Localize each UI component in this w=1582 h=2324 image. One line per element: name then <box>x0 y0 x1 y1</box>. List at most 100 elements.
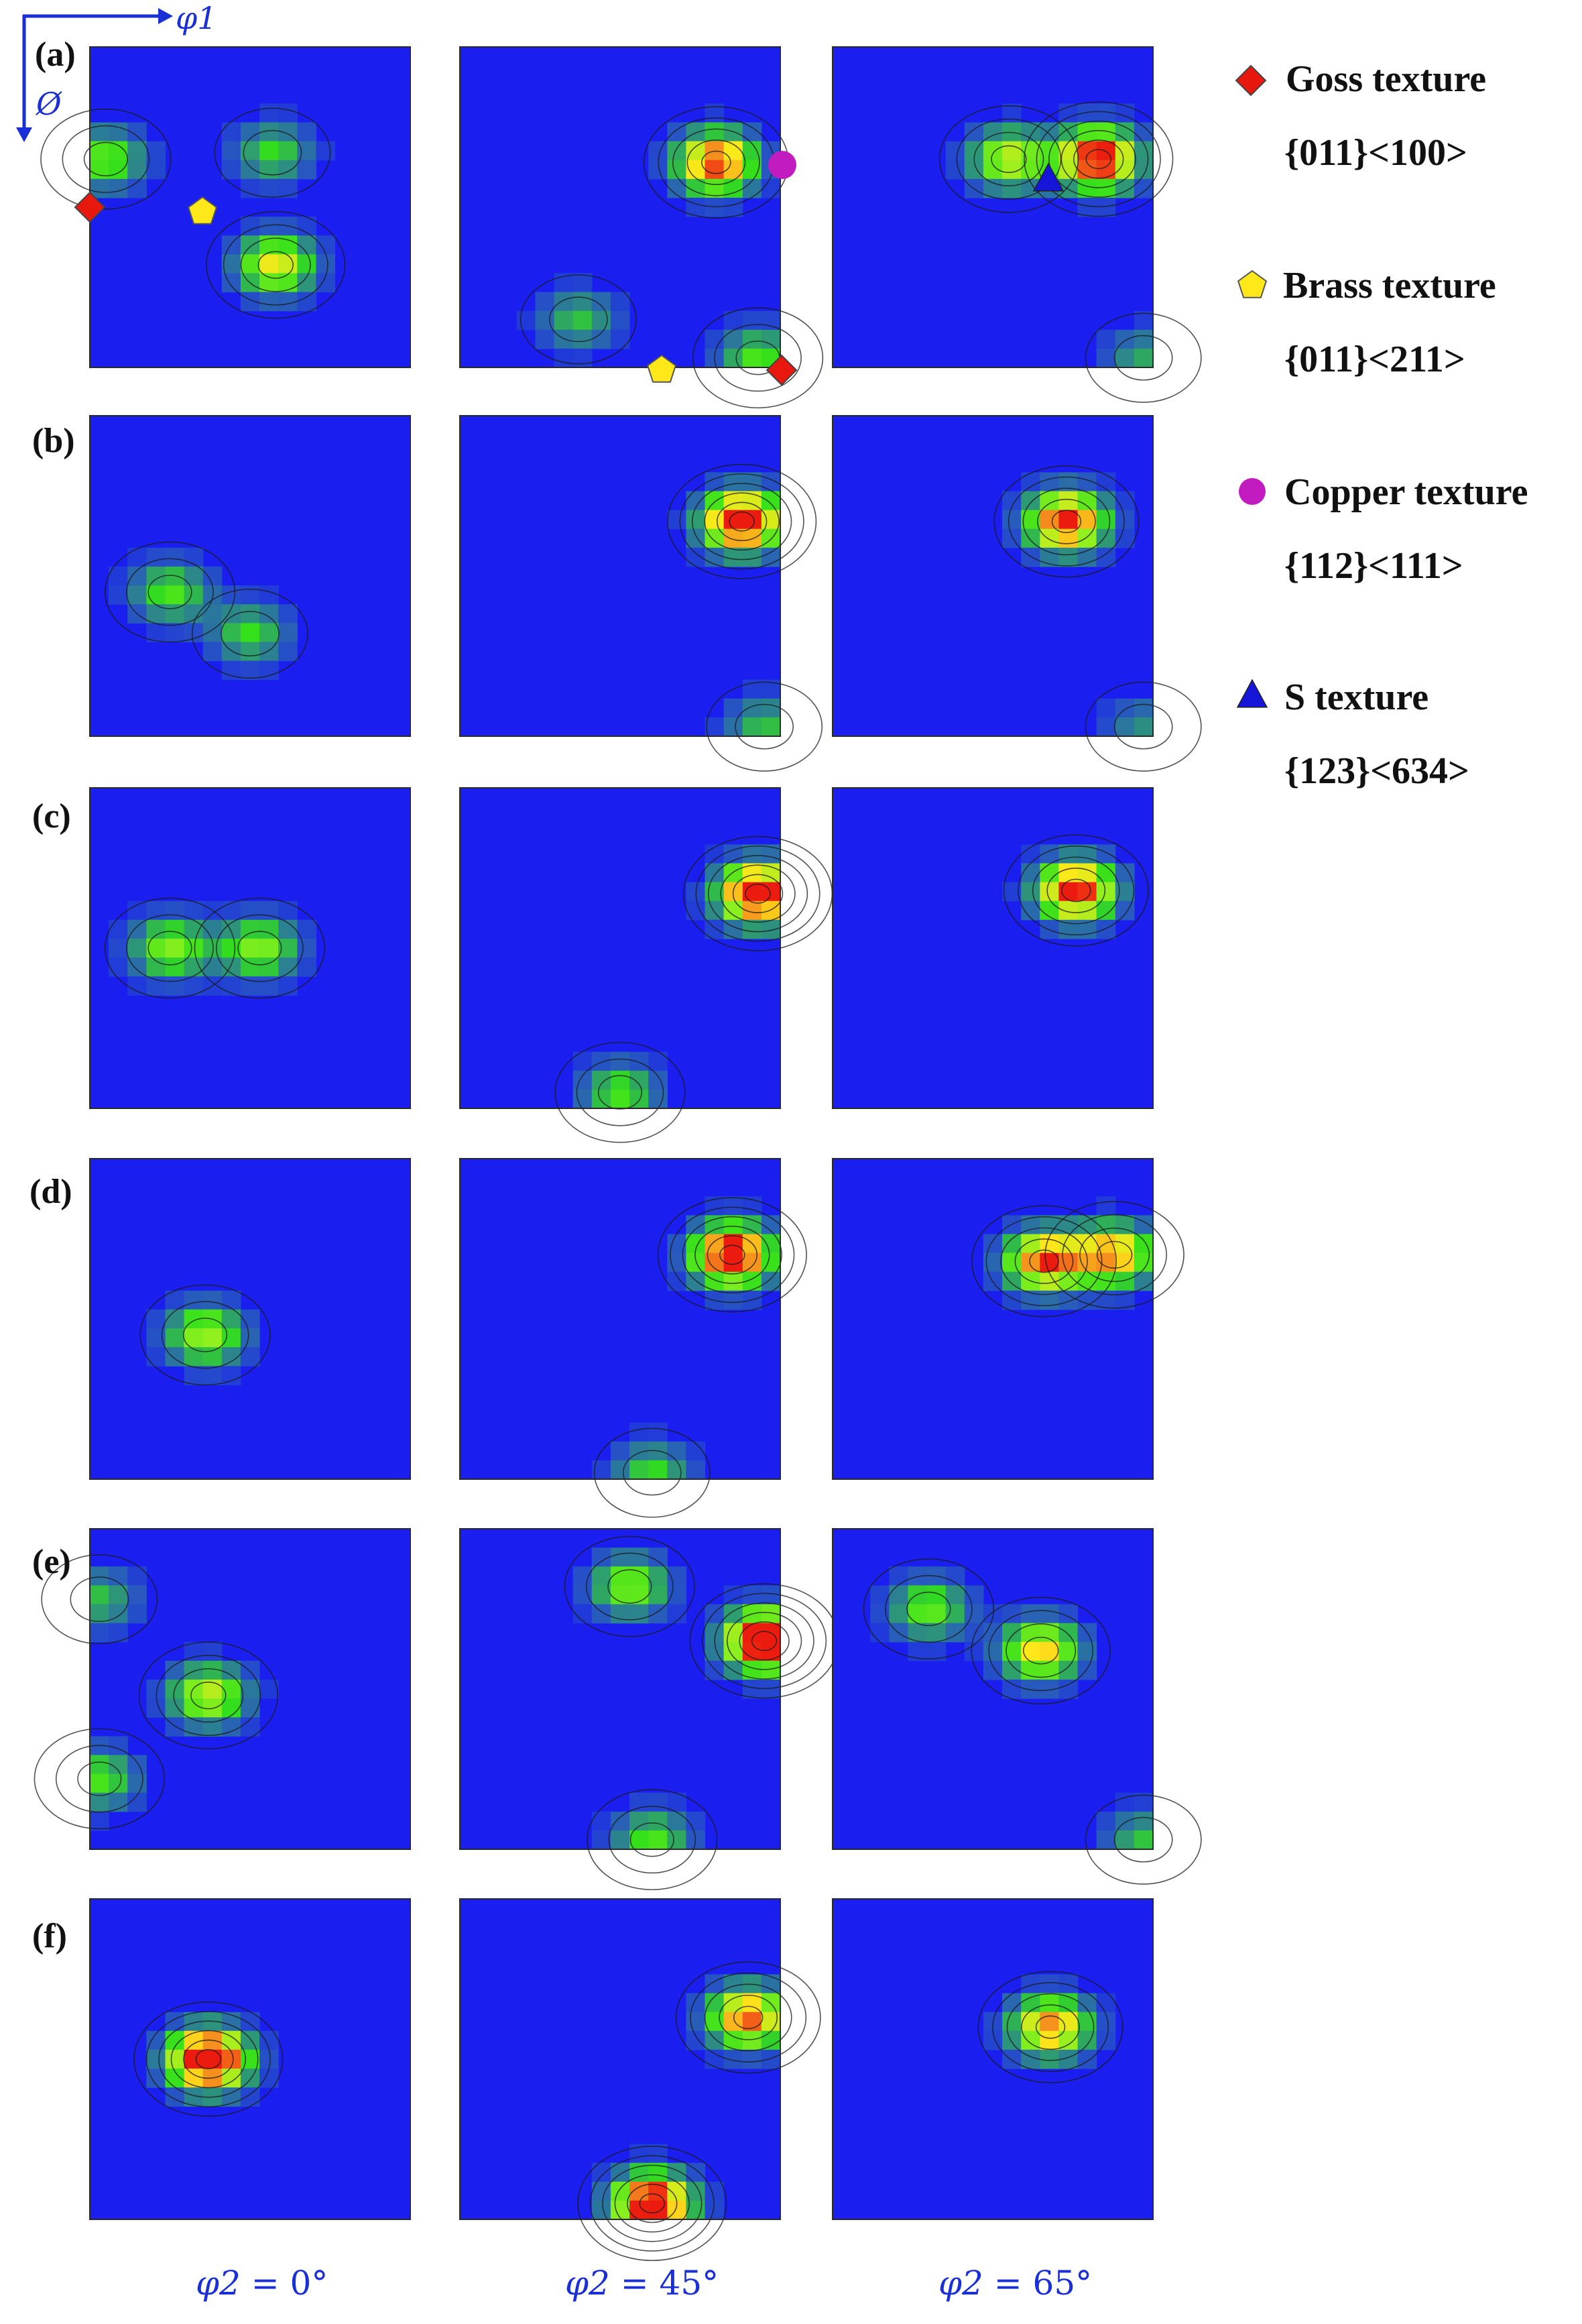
contour-line <box>992 1982 1109 2073</box>
intensity-cell <box>1040 863 1059 883</box>
intensity-cell <box>1096 844 1116 864</box>
panel-background <box>90 47 410 367</box>
intensity-cell <box>278 976 298 996</box>
intensity-cell <box>761 698 781 718</box>
intensity-cell <box>221 141 241 161</box>
contour-line <box>629 1822 674 1857</box>
intensity-cell <box>240 2030 260 2050</box>
intensity-cell <box>202 1641 223 1662</box>
contour-line <box>1085 312 1202 403</box>
contour-line <box>670 1206 795 1303</box>
intensity-cell <box>572 1089 593 1109</box>
intensity-cell <box>259 919 279 939</box>
contour-line <box>985 1216 1103 1307</box>
intensity-cell <box>1096 717 1116 737</box>
intensity-cell <box>1040 2049 1059 2069</box>
intensity-cell <box>686 1811 706 1831</box>
contour-line <box>1032 856 1120 925</box>
contour-line <box>1022 1636 1059 1665</box>
contour-line <box>587 1789 718 1891</box>
odf-panel-b-1 <box>89 415 411 737</box>
panel-border <box>459 1898 781 2220</box>
intensity-cell <box>648 1422 668 1442</box>
panel-background <box>460 416 780 736</box>
intensity-cell <box>184 1366 204 1385</box>
intensity-cell <box>1040 1604 1059 1624</box>
intensity-cell <box>127 919 147 939</box>
intensity-cell <box>184 1717 204 1737</box>
intensity-cell <box>240 292 260 312</box>
column-caption-phi2-65: φ2 = 65° <box>938 2264 1093 2303</box>
intensity-cell <box>761 472 781 492</box>
panel-border <box>459 415 781 737</box>
contour-line <box>672 128 760 196</box>
intensity-cell <box>90 1755 109 1775</box>
contour-line <box>83 141 128 177</box>
intensity-cell <box>259 938 279 958</box>
intensity-cell <box>240 938 260 958</box>
intensity-cell <box>259 141 279 161</box>
intensity-cell <box>686 2030 706 2050</box>
intensity-cell <box>1021 2012 1040 2032</box>
intensity-cell <box>165 604 185 624</box>
contour-line <box>735 703 794 750</box>
intensity-cell <box>90 141 109 161</box>
intensity-cell <box>278 254 298 274</box>
intensity-cell <box>1058 1623 1079 1643</box>
contour-line <box>577 2146 727 2262</box>
intensity-cell <box>146 585 166 605</box>
odf-panel-b-3 <box>832 415 1202 772</box>
intensity-cell <box>1021 1234 1040 1254</box>
intensity-cell <box>127 1585 147 1605</box>
intensity-cell <box>1021 1993 1040 2013</box>
intensity-cell <box>278 103 298 123</box>
intensity-cell <box>761 1660 781 1680</box>
intensity-cell <box>146 919 166 939</box>
intensity-cell <box>259 2069 279 2088</box>
contour-line <box>1022 487 1111 556</box>
intensity-cell <box>259 642 279 662</box>
intensity-cell <box>983 141 1003 161</box>
contour-line <box>104 541 236 643</box>
intensity-cell <box>1115 510 1135 530</box>
intensity-cell <box>221 1679 241 1699</box>
intensity-cell <box>648 1604 668 1624</box>
intensity-cell <box>1096 1811 1116 1831</box>
intensity-cell <box>259 160 279 180</box>
intensity-cell <box>1077 2049 1097 2069</box>
intensity-cell <box>591 1811 611 1831</box>
intensity-cell <box>165 2012 185 2032</box>
intensity-cell <box>240 160 260 180</box>
intensity-cell <box>742 178 762 198</box>
intensity-cell <box>1040 1215 1059 1235</box>
contour-line <box>1085 149 1112 170</box>
intensity-cell <box>667 1441 686 1461</box>
panel-border <box>459 1528 781 1850</box>
intensity-cell <box>146 1347 166 1367</box>
phi1-axis-label: φ1 <box>176 0 217 36</box>
intensity-cell <box>1134 717 1154 737</box>
contour-line <box>62 125 150 193</box>
intensity-cell <box>742 2049 762 2069</box>
contour-line <box>988 1610 1094 1692</box>
contour-line <box>215 914 304 982</box>
odf-panel-c-2 <box>459 787 833 1143</box>
intensity-cell <box>278 292 298 312</box>
intensity-cell <box>1040 2012 1059 2032</box>
intensity-cell <box>259 292 279 312</box>
intensity-cell <box>723 1585 743 1605</box>
intensity-cell <box>240 1660 260 1680</box>
intensity-cell <box>1002 1660 1022 1680</box>
contour-line <box>190 1681 227 1710</box>
intensity-cell <box>686 1253 706 1273</box>
contour-line <box>739 1621 790 1661</box>
intensity-cell <box>723 863 743 883</box>
intensity-cell <box>686 1993 706 2013</box>
contour-line <box>1060 878 1091 903</box>
intensity-cell <box>127 976 147 996</box>
intensity-cell <box>1096 160 1116 180</box>
panel-border <box>832 1898 1154 2220</box>
contour-line <box>993 465 1140 578</box>
intensity-cell <box>259 2049 279 2069</box>
contour-line <box>240 237 311 292</box>
